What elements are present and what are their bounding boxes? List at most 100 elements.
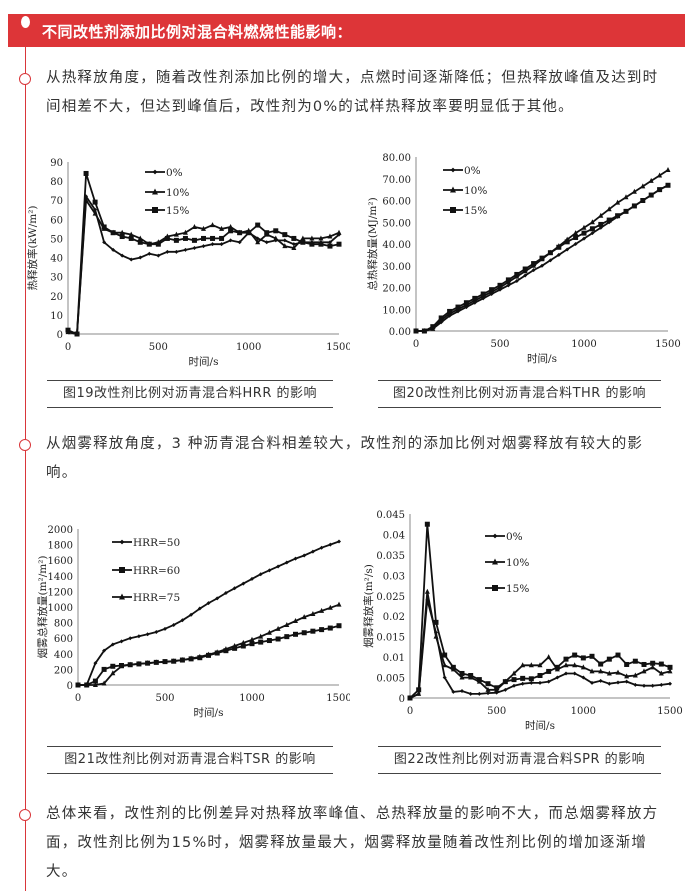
marker-square (589, 653, 595, 659)
legend-label: 15% (166, 205, 189, 217)
y-tick-label: 60 (50, 215, 63, 226)
marker-square (631, 203, 637, 209)
marker-triangle (528, 662, 534, 668)
marker-triangle (136, 660, 142, 666)
marker-triangle (640, 183, 646, 189)
y-tick-label: 80.00 (382, 153, 411, 164)
marker-square (336, 241, 342, 247)
marker-diamond (102, 240, 107, 245)
marker-triangle (336, 601, 342, 607)
y-tick-label: 0.02 (383, 612, 405, 623)
y-tick-label: 20.00 (382, 284, 411, 295)
marker-triangle (485, 686, 491, 692)
marker-diamond (136, 634, 141, 639)
x-axis-label: 时间/s (194, 706, 224, 719)
y-tick-label: 0.01 (383, 653, 405, 664)
marker-diamond (171, 622, 176, 627)
marker-triangle (206, 651, 211, 657)
marker-square (430, 324, 436, 330)
marker-diamond (328, 542, 333, 547)
marker-triangle (309, 235, 315, 241)
marker-square (580, 655, 586, 661)
x-tick-label: 1000 (571, 339, 596, 350)
marker-triangle (284, 621, 290, 627)
marker-diamond (102, 648, 107, 653)
marker-square (438, 315, 444, 321)
marker-square (110, 230, 116, 236)
marker-diamond (189, 612, 194, 617)
y-tick-label: 30.00 (382, 262, 411, 273)
y-tick-label: 800 (54, 619, 73, 630)
marker-square (528, 676, 534, 682)
marker-square (319, 627, 325, 633)
x-axis-label: 时间/s (189, 355, 219, 368)
marker-diamond (642, 683, 646, 688)
x-tick-label: 500 (487, 706, 506, 717)
marker-square (421, 328, 427, 334)
marker-square (291, 235, 297, 241)
marker-square (318, 241, 324, 247)
marker-diamond (327, 240, 332, 245)
legend-label: 15% (464, 205, 487, 217)
marker-triangle (641, 668, 647, 674)
marker-triangle (137, 235, 143, 241)
marker-diamond (267, 568, 272, 573)
marker-triangle (492, 558, 498, 565)
marker-triangle (273, 235, 279, 241)
y-tick-label: 20 (50, 292, 63, 303)
timeline-line (25, 14, 26, 891)
marker-triangle (232, 643, 238, 648)
marker-square (492, 585, 498, 591)
marker-square (255, 222, 261, 228)
marker-square (572, 652, 578, 658)
marker-square (657, 187, 663, 193)
marker-square (327, 243, 333, 249)
marker-triangle (191, 223, 197, 229)
marker-triangle (632, 672, 638, 678)
y-tick-label: 90 (50, 158, 63, 169)
series-line-10% (67, 197, 340, 336)
marker-square (658, 661, 664, 667)
marker-square (327, 625, 333, 631)
marker-diamond (192, 246, 197, 250)
marker-triangle (84, 682, 90, 687)
marker-square (152, 207, 158, 213)
marker-square (615, 652, 621, 658)
marker-diamond (512, 683, 516, 688)
marker-square (119, 567, 125, 573)
timeline-circle-icon (19, 809, 31, 821)
marker-square (309, 241, 315, 247)
marker-diamond (486, 691, 490, 696)
marker-diamond (154, 629, 159, 634)
marker-triangle (624, 673, 630, 679)
marker-triangle (119, 229, 125, 235)
marker-triangle (520, 662, 526, 668)
marker-diamond (523, 273, 528, 278)
marker-diamond (201, 244, 206, 249)
marker-square (537, 673, 543, 679)
marker-triangle (581, 224, 587, 230)
marker-triangle (589, 219, 595, 225)
y-tick-label: 0.045 (376, 510, 405, 521)
marker-triangle (563, 662, 569, 668)
marker-diamond (556, 252, 561, 257)
marker-triangle (424, 588, 430, 594)
marker-square (164, 235, 170, 241)
x-tick-label: 1500 (326, 342, 350, 353)
y-axis-label: 热释放率(kW/m²) (26, 205, 39, 290)
marker-triangle (119, 593, 125, 600)
marker-triangle (188, 655, 194, 661)
y-tick-label: 1200 (48, 587, 73, 598)
x-tick-label: 500 (490, 339, 509, 350)
marker-square (155, 241, 161, 247)
marker-triangle (210, 222, 216, 228)
y-tick-label: 10.00 (382, 305, 411, 316)
x-tick-label: 1000 (239, 693, 264, 704)
marker-triangle (433, 633, 439, 639)
y-tick-label: 0 (399, 694, 405, 705)
marker-square (489, 287, 495, 293)
marker-triangle (201, 225, 206, 231)
marker-square (632, 658, 638, 664)
legend-label: 15% (506, 583, 529, 595)
